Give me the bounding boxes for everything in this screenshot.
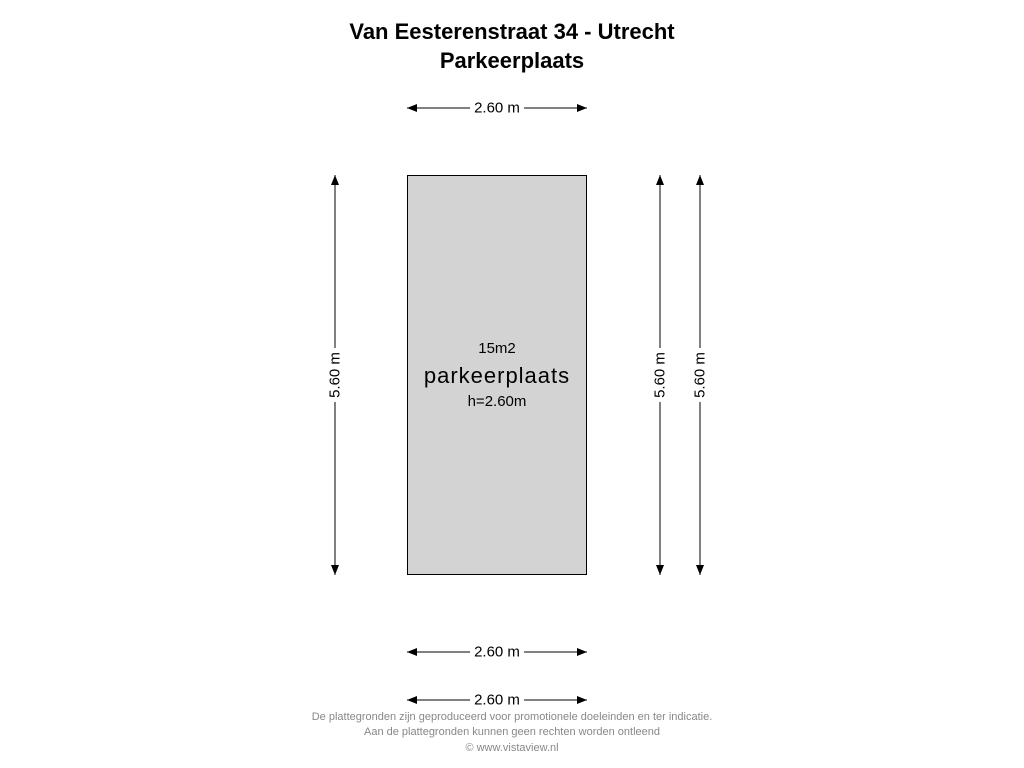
footer-line-2: Aan de plattegronden kunnen geen rechten… [0,725,1024,740]
title-line-1: Van Eesterenstraat 34 - Utrecht [0,18,1024,47]
room-name: parkeerplaats [424,363,570,389]
dim-right-1-label: 5.60 m [652,348,669,402]
dim-bottom-2-label: 2.60 m [470,692,524,709]
room-parkeerplaats: 15m2 parkeerplaats h=2.60m [407,175,587,575]
footer: De plattegronden zijn geproduceerd voor … [0,710,1024,756]
room-height: h=2.60m [468,393,527,410]
title-block: Van Eesterenstraat 34 - Utrecht Parkeerp… [0,18,1024,75]
footer-line-3: © www.vistaview.nl [0,741,1024,756]
dim-top-label: 2.60 m [470,100,524,117]
dim-right-2-label: 5.60 m [692,348,709,402]
title-line-2: Parkeerplaats [0,47,1024,76]
footer-line-1: De plattegronden zijn geproduceerd voor … [0,710,1024,725]
room-area: 15m2 [478,340,516,357]
dim-bottom-1-label: 2.60 m [470,644,524,661]
dim-left-label: 5.60 m [327,348,344,402]
